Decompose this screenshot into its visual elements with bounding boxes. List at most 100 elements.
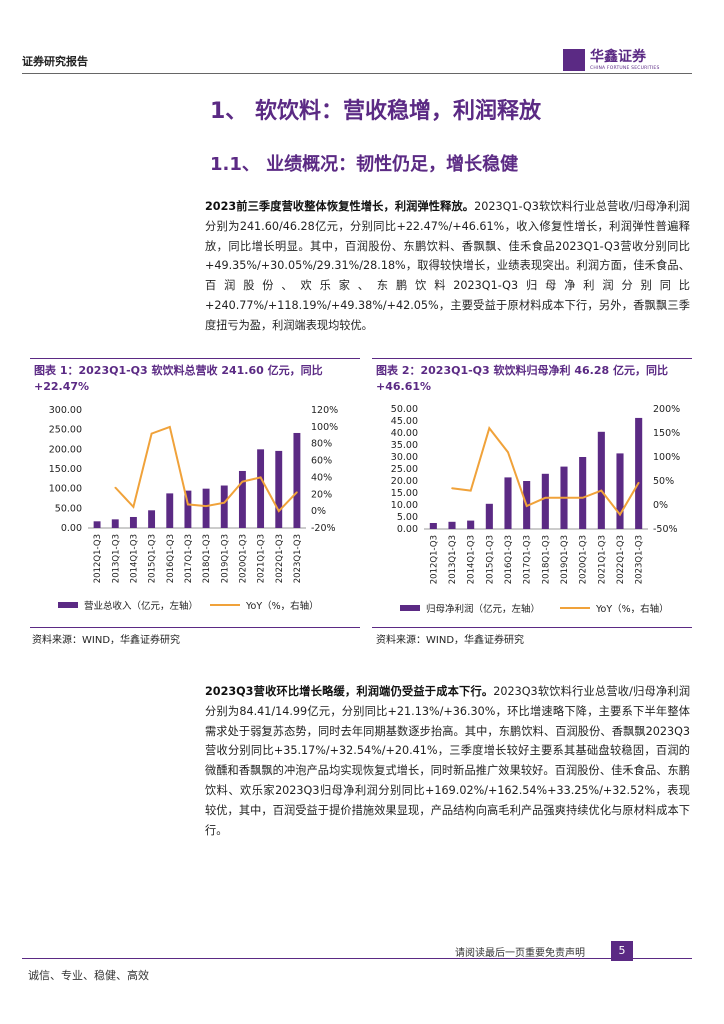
- left-axis-tick-label: 25.00: [391, 464, 418, 475]
- yoy-point: [507, 451, 509, 453]
- bar: [635, 417, 643, 529]
- subsection-heading: 1.1、 业绩概况：韧性仍足，增长稳健: [210, 154, 519, 175]
- bar: [148, 510, 156, 528]
- bar: [257, 449, 265, 528]
- x-axis-tick-label: 2014Q1-Q3: [467, 535, 477, 584]
- right-axis-tick-label: 60%: [311, 456, 332, 467]
- company-logo-subtext: CHINA FORTUNE SECURITIES: [590, 66, 660, 71]
- yoy-point: [187, 503, 189, 506]
- left-axis-tick-label: 300.00: [49, 405, 82, 416]
- left-axis-tick-label: 5.00: [397, 512, 418, 523]
- yoy-point: [600, 489, 603, 492]
- x-axis-tick-label: 2012Q1-Q3: [429, 535, 439, 584]
- bar: [597, 431, 605, 529]
- fig1-top-rule: [30, 358, 360, 359]
- left-axis-tick-label: 30.00: [391, 452, 418, 463]
- x-axis-tick-label: 2020Q1-Q3: [238, 534, 248, 583]
- paragraph-2: 2023Q3营收环比增长略缓，利润端仍受益于成本下行。2023Q3软饮料行业总营…: [205, 682, 690, 840]
- paragraph-2-body: 2023Q3软饮料行业总营收/归母净利润分别为84.41/14.99亿元，分别同…: [205, 685, 691, 837]
- company-logo-icon: [563, 49, 585, 71]
- header-divider: [22, 73, 692, 74]
- x-axis-tick-label: 2014Q1-Q3: [129, 534, 139, 583]
- bar: [485, 503, 493, 529]
- right-axis-tick-label: 150%: [653, 428, 680, 439]
- bar: [202, 488, 210, 528]
- x-axis-tick-label: 2023Q1-Q3: [293, 534, 303, 583]
- bar: [129, 516, 137, 528]
- fig1-chart: 0.00 50.00 100.00 150.00 200.00 250.00 300.00 -…: [49, 405, 338, 612]
- bar: [293, 432, 301, 528]
- yoy-point: [168, 426, 171, 428]
- yoy-point: [114, 486, 117, 489]
- paragraph-1-lead: 2023前三季度营收整体恢复性增长，利润弹性释放。: [205, 200, 475, 213]
- x-axis-tick-label: 2016Q1-Q3: [166, 534, 176, 583]
- right-axis-tick-label: 100%: [653, 452, 680, 463]
- left-axis-tick-label: 10.00: [391, 500, 418, 511]
- paragraph-1: 2023前三季度营收整体恢复性增长，利润弹性释放。2023Q1-Q3软饮料行业总…: [205, 197, 690, 336]
- x-axis-tick-label: 2012Q1-Q3: [93, 534, 103, 583]
- x-axis-tick-label: 2018Q1-Q3: [202, 534, 212, 583]
- legend-bar-swatch: [58, 602, 78, 608]
- right-axis-tick-label: 50%: [653, 476, 674, 487]
- yoy-point: [223, 501, 226, 504]
- right-axis-tick-label: -50%: [653, 524, 678, 535]
- x-axis-tick-label: 2013Q1-Q3: [111, 534, 121, 583]
- bar: [448, 521, 456, 529]
- yoy-point: [150, 432, 153, 435]
- x-axis-tick-label: 2020Q1-Q3: [579, 535, 589, 584]
- yoy-point: [488, 427, 491, 429]
- right-axis-tick-label: 200%: [653, 404, 680, 415]
- company-motto: 诚信、专业、稳健、高效: [28, 969, 149, 982]
- left-axis-tick-label: 40.00: [391, 428, 418, 439]
- legend-line-label: YoY（%，右轴）: [245, 600, 319, 612]
- x-axis-tick-label: 2016Q1-Q3: [504, 535, 514, 584]
- legend-bar-label: 营业总收入（亿元，左轴）: [84, 600, 198, 612]
- fig1-title: 图表 1：2023Q1-Q3 软饮料总营收 241.60 亿元，同比+22.47…: [34, 364, 323, 393]
- right-axis-tick-label: 40%: [311, 472, 332, 483]
- left-axis-tick-label: 250.00: [49, 425, 82, 436]
- x-axis-tick-label: 2015Q1-Q3: [485, 535, 495, 584]
- bar: [166, 493, 174, 528]
- right-axis-tick-label: 100%: [311, 422, 338, 433]
- right-axis-tick-label: 120%: [311, 405, 338, 416]
- x-axis-tick-label: 2022Q1-Q3: [616, 535, 626, 584]
- yoy-point: [581, 497, 584, 499]
- left-axis-tick-label: 0.00: [61, 523, 82, 534]
- fig2-bottom-rule: [372, 627, 692, 628]
- x-axis-tick-label: 2021Q1-Q3: [257, 534, 267, 583]
- x-axis-tick-label: 2023Q1-Q3: [635, 535, 645, 584]
- bar: [111, 519, 119, 528]
- right-axis-tick-label: 0%: [653, 500, 668, 511]
- yoy-point: [451, 487, 453, 489]
- fig1-bottom-rule: [30, 627, 360, 628]
- bar: [467, 520, 475, 529]
- left-axis-tick-label: 200.00: [49, 444, 82, 455]
- yoy-point: [619, 513, 621, 516]
- x-axis-tick-label: 2018Q1-Q3: [541, 535, 551, 584]
- yoy-point: [205, 505, 207, 507]
- fig2-chart: 0.005.0010.0015.0020.0025.0030.0035.0040…: [391, 404, 680, 615]
- right-axis-tick-label: 80%: [311, 439, 332, 450]
- yoy-point: [132, 506, 135, 508]
- bar: [429, 523, 437, 529]
- right-axis-tick-label: -20%: [311, 523, 336, 534]
- yoy-point: [563, 497, 565, 499]
- left-axis-tick-label: 50.00: [391, 404, 418, 415]
- bar: [541, 473, 549, 529]
- left-axis-tick-label: 100.00: [49, 484, 82, 495]
- yoy-point: [277, 510, 280, 512]
- section-heading: 1、 软饮料：营收稳增，利润释放: [210, 99, 541, 124]
- paragraph-2-lead: 2023Q3营收环比增长略缓，利润端仍受益于成本下行。: [205, 685, 494, 698]
- yoy-point: [241, 480, 244, 483]
- bar: [220, 485, 228, 528]
- bar: [275, 450, 283, 528]
- x-axis-tick-label: 2017Q1-Q3: [184, 534, 194, 583]
- fig1-source: 资料来源：WIND，华鑫证券研究: [32, 635, 181, 646]
- x-axis-tick-label: 2017Q1-Q3: [523, 535, 533, 584]
- bar: [504, 477, 512, 529]
- left-axis-tick-label: 15.00: [391, 488, 418, 499]
- bar: [184, 490, 192, 528]
- left-axis-tick-label: 45.00: [391, 416, 418, 427]
- bar: [93, 521, 101, 528]
- fig2-title: 图表 2：2023Q1-Q3 软饮料归母净利 46.28 亿元，同比+46.61…: [376, 364, 668, 393]
